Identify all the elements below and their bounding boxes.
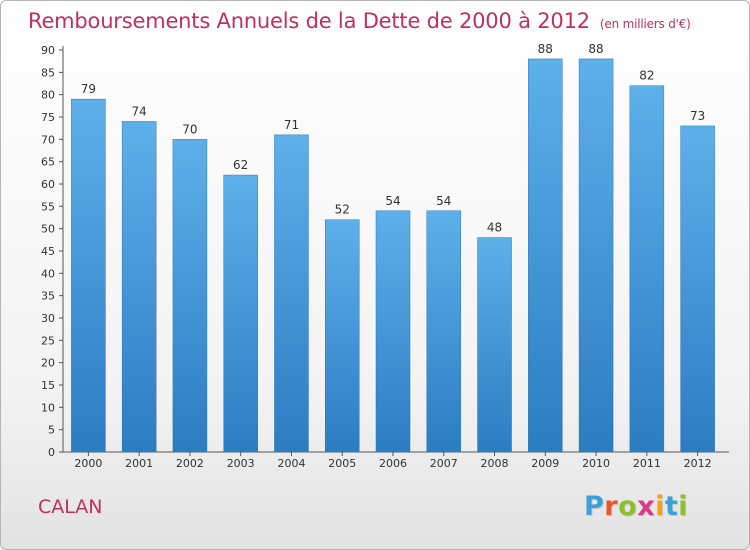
y-tick-label: 40 xyxy=(41,267,55,280)
bar-2004 xyxy=(274,134,309,453)
logo-letter: t xyxy=(664,491,679,522)
y-tick-label: 60 xyxy=(41,178,55,191)
y-tick-label: 80 xyxy=(41,89,55,102)
bar-2011 xyxy=(629,85,665,453)
x-tick-label: 2002 xyxy=(176,457,204,470)
bar-2006 xyxy=(375,210,411,453)
bar-2009 xyxy=(528,58,563,453)
x-tick-label: 2006 xyxy=(379,457,407,470)
value-label: 62 xyxy=(233,158,248,172)
x-tick-label: 2009 xyxy=(531,457,559,470)
logo-letter: r xyxy=(604,491,619,522)
y-tick-label: 75 xyxy=(41,111,55,124)
logo-letter: i xyxy=(678,491,689,522)
bar-2005 xyxy=(324,219,360,453)
y-tick-label: 85 xyxy=(41,66,55,79)
y-tick-label: 5 xyxy=(48,424,55,437)
value-label: 74 xyxy=(132,104,147,118)
value-label: 71 xyxy=(284,118,299,132)
logo-letter: x xyxy=(637,491,656,522)
bar-2002 xyxy=(172,139,208,453)
value-label: 73 xyxy=(690,109,705,123)
x-tick-label: 2007 xyxy=(430,457,458,470)
logo-letter: i xyxy=(655,491,665,522)
logo-letter: P xyxy=(584,491,605,522)
value-label: 48 xyxy=(487,221,502,235)
x-tick-label: 2010 xyxy=(582,457,610,470)
chart-unit: (en milliers d'€) xyxy=(599,17,691,31)
bar-2000 xyxy=(71,98,106,453)
y-tick-label: 55 xyxy=(41,200,55,213)
value-label: 70 xyxy=(182,122,197,136)
bar-2007 xyxy=(426,210,462,453)
value-label: 88 xyxy=(538,42,553,56)
value-label: 52 xyxy=(335,203,350,217)
proxiti-logo: Proxiti xyxy=(584,491,688,522)
y-tick-label: 70 xyxy=(41,133,55,146)
x-tick-label: 2008 xyxy=(481,457,509,470)
y-tick-label: 0 xyxy=(48,446,55,459)
value-label: 54 xyxy=(385,194,400,208)
x-tick-label: 2003 xyxy=(227,457,255,470)
y-tick-label: 90 xyxy=(41,44,55,57)
y-tick-label: 15 xyxy=(41,379,55,392)
y-tick-label: 35 xyxy=(41,290,55,303)
x-tick-label: 2001 xyxy=(125,457,153,470)
value-label: 79 xyxy=(81,82,96,96)
commune-name: CALAN xyxy=(38,496,103,518)
x-tick-label: 2000 xyxy=(74,457,102,470)
x-tick-label: 2011 xyxy=(633,457,661,470)
bar-2003 xyxy=(223,174,258,453)
y-tick-label: 20 xyxy=(41,357,55,370)
y-tick-label: 10 xyxy=(41,401,55,414)
x-tick-label: 2012 xyxy=(684,457,712,470)
y-tick-label: 65 xyxy=(41,156,55,169)
value-label: 54 xyxy=(436,194,451,208)
chart-title: Remboursements Annuels de la Dette de 20… xyxy=(28,9,691,33)
y-tick-label: 30 xyxy=(41,312,55,325)
logo-letter: o xyxy=(618,491,638,522)
bar-2008 xyxy=(477,237,512,453)
chart-title-text: Remboursements Annuels de la Dette de 20… xyxy=(28,9,590,33)
x-tick-label: 2005 xyxy=(328,457,356,470)
y-tick-label: 25 xyxy=(41,334,55,347)
y-tick-label: 45 xyxy=(41,245,55,258)
value-label: 88 xyxy=(588,42,603,56)
x-tick-label: 2004 xyxy=(277,457,305,470)
bar-2001 xyxy=(121,121,157,453)
y-tick-label: 50 xyxy=(41,223,55,236)
bar-2010 xyxy=(578,58,614,453)
value-label: 82 xyxy=(639,69,654,83)
bar-2012 xyxy=(680,125,715,453)
